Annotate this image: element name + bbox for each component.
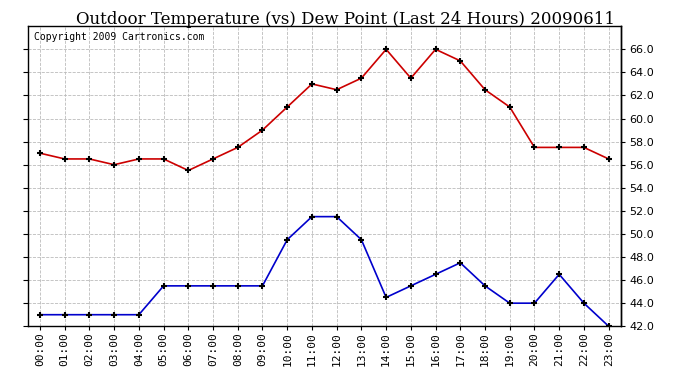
Text: Copyright 2009 Cartronics.com: Copyright 2009 Cartronics.com (34, 32, 204, 42)
Text: Outdoor Temperature (vs) Dew Point (Last 24 Hours) 20090611: Outdoor Temperature (vs) Dew Point (Last… (75, 11, 615, 28)
